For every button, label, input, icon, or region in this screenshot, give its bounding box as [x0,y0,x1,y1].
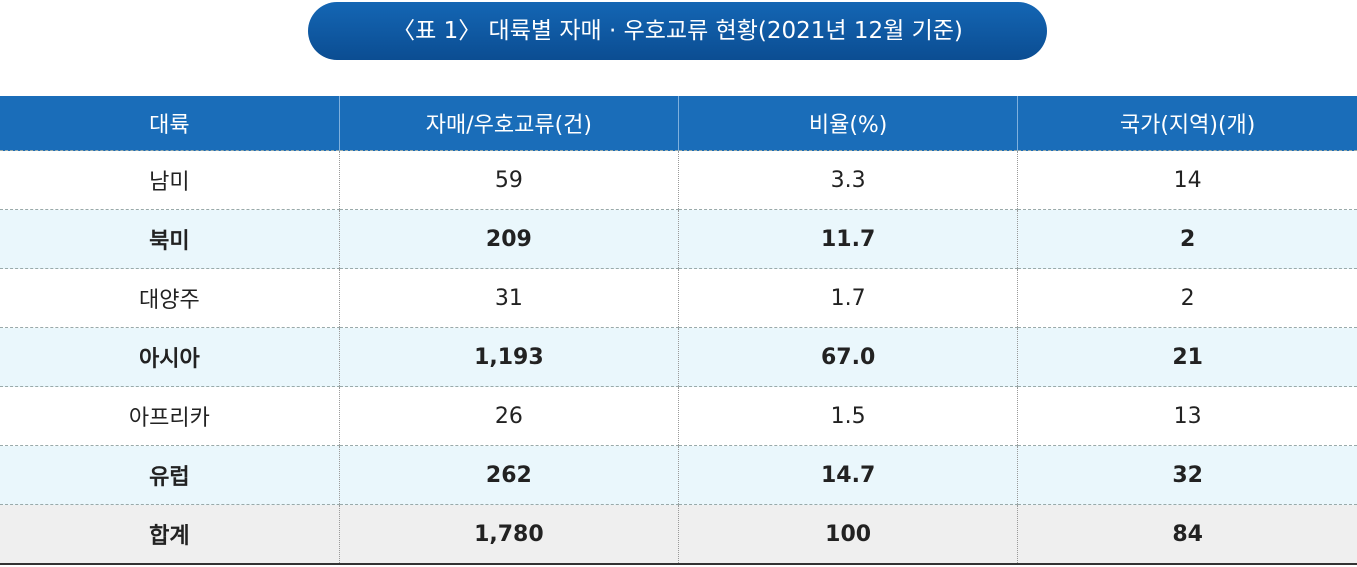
table-cell: 31 [338,268,679,328]
header-row: 대륙 자매/우호교류(건) 비율(%) 국가(지역)(개) [0,96,1357,151]
table-row: 북미 209 11.7 2 [0,209,1357,269]
header-cell: 대륙 [0,96,340,151]
table-header: 대륙 자매/우호교류(건) 비율(%) 국가(지역)(개) [0,96,1357,151]
table-cell: 26 [338,386,679,446]
table-cell: 67.0 [677,327,1018,387]
table-cell: 2 [1017,209,1357,269]
header-cell: 국가(지역)(개) [1017,96,1357,151]
table-cell: 1,193 [338,327,679,387]
table-cell: 262 [338,445,679,505]
table-body: 남미 59 3.3 14 북미 209 11.7 2 대양주 31 1.7 2 아시아 1,193 67.0… [0,150,1357,565]
table-row: 남미 59 3.3 14 [0,150,1357,210]
table-cell: 59 [338,150,679,210]
total-cell: 84 [1017,504,1357,565]
table-cell: 3.3 [677,150,1018,210]
table-row: 아프리카 26 1.5 13 [0,386,1357,446]
table-row: 유럽 262 14.7 32 [0,445,1357,505]
table-cell: 아시아 [0,327,340,387]
header-cell: 비율(%) [677,96,1018,151]
table-cell: 남미 [0,150,340,210]
table-row: 아시아 1,193 67.0 21 [0,327,1357,387]
table-cell: 21 [1017,327,1357,387]
table: 대륙 자매/우호교류(건) 비율(%) 국가(지역)(개) 남미 59 3.3 14 북미 20… [0,96,1357,565]
total-row: 합계 1,780 100 84 [0,504,1357,565]
table-cell: 대양주 [0,268,340,328]
table-cell: 아프리카 [0,386,340,446]
table-cell: 11.7 [677,209,1018,269]
table-cell: 14 [1017,150,1357,210]
total-cell: 1,780 [338,504,679,565]
table-title: 〈표 1〉 대륙별 자매 · 우호교류 현황(2021년 12월 기준) [308,2,1047,60]
table-cell: 32 [1017,445,1357,505]
table-cell: 2 [1017,268,1357,328]
table-cell: 1.5 [677,386,1018,446]
table-row: 대양주 31 1.7 2 [0,268,1357,328]
header-cell: 자매/우호교류(건) [338,96,679,151]
table-cell: 13 [1017,386,1357,446]
table-cell: 209 [338,209,679,269]
table-cell: 1.7 [677,268,1018,328]
table-cell: 북미 [0,209,340,269]
table-cell: 14.7 [677,445,1018,505]
total-cell: 합계 [0,504,340,565]
table-cell: 유럽 [0,445,340,505]
total-cell: 100 [677,504,1018,565]
